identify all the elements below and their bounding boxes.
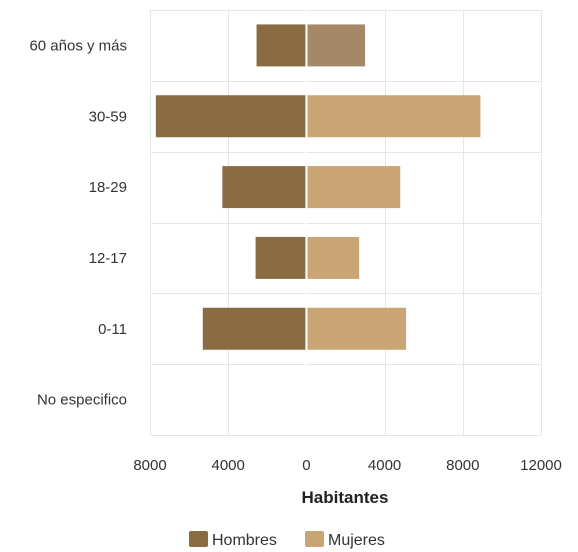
bar-mujeres xyxy=(307,166,401,209)
x-tick-label: 8000 xyxy=(446,457,479,474)
bar-mujeres xyxy=(307,95,481,138)
x-tick-label: 4000 xyxy=(368,457,401,474)
legend-swatch-hombres xyxy=(189,531,208,547)
bar-hombres xyxy=(202,307,307,350)
bar-hombres xyxy=(256,24,307,67)
category-label: 60 años y más xyxy=(29,37,127,54)
x-tick-labels: 8000 4000 0 4000 8000 12000 xyxy=(133,457,562,474)
legend: Hombres Mujeres xyxy=(189,531,385,549)
x-tick-label: 8000 xyxy=(133,457,166,474)
x-tick-label: 4000 xyxy=(212,457,245,474)
legend-swatch-mujeres xyxy=(305,531,324,547)
bar-hombres xyxy=(255,236,307,279)
category-label: 18-29 xyxy=(89,179,127,196)
legend-label-hombres: Hombres xyxy=(212,532,277,549)
grid-layer xyxy=(150,10,542,436)
bar-hombres xyxy=(222,166,307,209)
bar-mujeres xyxy=(307,307,407,350)
bar-mujeres xyxy=(307,24,366,67)
bar-mujeres xyxy=(307,236,360,279)
category-label: 12-17 xyxy=(89,250,127,267)
x-tick-label: 12000 xyxy=(520,457,562,474)
legend-label-mujeres: Mujeres xyxy=(328,532,385,549)
bar-hombres xyxy=(155,95,307,138)
x-tick-label: 0 xyxy=(302,457,310,474)
category-labels: 60 años y más 30-59 18-29 12-17 0-11 No espec… xyxy=(29,37,127,408)
category-label: 30-59 xyxy=(89,108,127,125)
category-label: No especifico xyxy=(37,392,127,409)
bars-layer xyxy=(155,10,481,435)
x-axis-title: Habitantes xyxy=(302,488,389,507)
category-label: 0-11 xyxy=(98,321,127,338)
